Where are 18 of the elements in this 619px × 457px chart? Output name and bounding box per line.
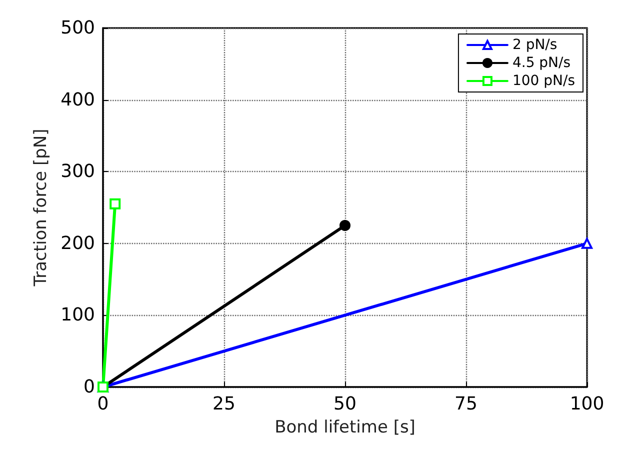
y-tick-label: 100: [60, 304, 95, 326]
y-tick-label: 400: [60, 89, 95, 110]
legend-label: 100 pN/s: [512, 73, 576, 89]
y-tick-label: 500: [60, 18, 95, 38]
point: [110, 198, 121, 210]
x-axis-title: Bond lifetime [s]: [274, 418, 416, 438]
x-tick-label: 25: [212, 394, 236, 414]
x-tick-label: 100: [570, 394, 604, 414]
legend-label: 4.5 pN/s: [512, 55, 571, 71]
point: [340, 220, 350, 231]
y-tick-label: 0: [84, 376, 95, 398]
legend-label: 2 pN/s: [512, 37, 558, 53]
x-tick-label: 50: [334, 394, 356, 414]
x-tick-label: 0: [97, 394, 109, 414]
y-tick-label: 300: [60, 161, 95, 182]
x-tick-label: 75: [454, 394, 478, 414]
y-axis-title: Traction force [pN]: [31, 128, 52, 288]
y-tick-label: 200: [60, 232, 95, 254]
